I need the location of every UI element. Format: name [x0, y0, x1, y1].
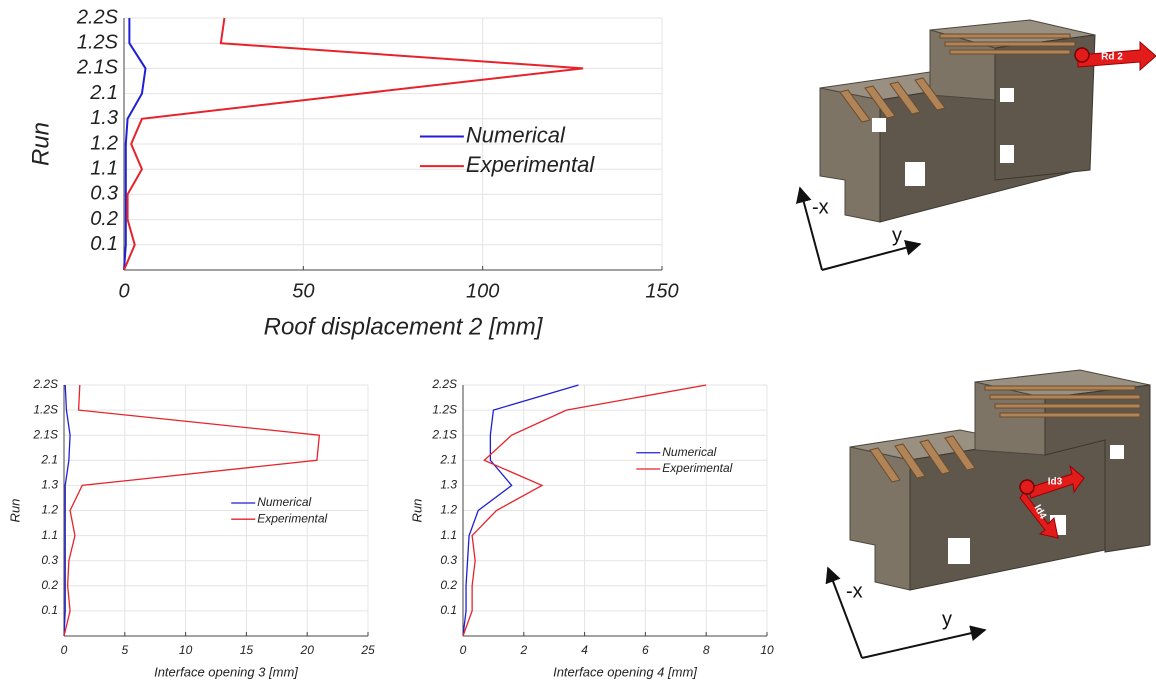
- arrow-label: Id3: [1048, 477, 1063, 488]
- y-tick-label: 0.2: [90, 208, 118, 230]
- legend-label: Numerical: [257, 495, 311, 509]
- x-axis-label: Interface opening 4 [mm]: [553, 665, 697, 680]
- x-tick-label: 20: [300, 643, 315, 657]
- legend-label: Numerical: [662, 445, 716, 459]
- y-tick-label: 1.2S: [33, 402, 58, 416]
- building-model: Id3 Id4 -x y: [828, 370, 1150, 658]
- y-tick-label: 0.3: [440, 553, 457, 567]
- line-chart: 0.1 0.2 0.3 1.1 1.2 1.3 2.1 2.1S 1.2S 2.2S 0 2 4 6 8 10…: [409, 377, 774, 679]
- x-tick-label: 25: [360, 643, 375, 657]
- y-tick-label: 0.2: [440, 578, 457, 592]
- x-tick-label: 2: [519, 643, 527, 657]
- y-tick-label: 1.3: [41, 478, 58, 492]
- x-tick-label: 50: [292, 280, 314, 302]
- x-tick-label: 15: [240, 643, 254, 657]
- axis-label: -x: [846, 580, 863, 602]
- y-tick-label: 0.3: [90, 183, 118, 205]
- x-tick-label: 0: [460, 643, 467, 657]
- y-tick-label: 0.2: [41, 578, 58, 592]
- y-tick-label: 0.1: [41, 603, 58, 617]
- y-tick-label: 2.1: [89, 82, 118, 104]
- x-axis-label: Roof displacement 2 [mm]: [264, 313, 544, 340]
- y-axis-label: Run: [27, 122, 54, 166]
- y-tick-label: 2.2S: [32, 377, 58, 391]
- axis-label: y: [942, 608, 952, 630]
- x-axis-label: Interface opening 3 [mm]: [154, 665, 298, 680]
- y-tick-label: 2.1S: [431, 427, 457, 441]
- legend-label: Experimental: [257, 511, 327, 525]
- y-tick-label: 1.1: [90, 157, 118, 179]
- y-axis-label: Run: [409, 499, 424, 523]
- y-tick-label: 1.2S: [432, 402, 457, 416]
- y-tick-label: 1.1: [440, 528, 457, 542]
- x-tick-label: 0: [118, 280, 129, 302]
- line-chart: 0.1 0.2 0.3 1.1 1.2 1.3 2.1 2.1S 1.2S 2.2S 0 50 100 1…: [27, 6, 678, 340]
- x-tick-label: 8: [703, 643, 710, 657]
- y-tick-label: 1.3: [440, 478, 457, 492]
- building-model: Rd 2 -x y: [800, 20, 1156, 270]
- y-tick-label: 0.1: [440, 603, 457, 617]
- x-tick-label: 0: [61, 643, 68, 657]
- axis-label: y: [892, 224, 902, 246]
- y-tick-label: 1.3: [90, 107, 118, 129]
- legend-label: Numerical: [466, 122, 566, 147]
- y-tick-label: 2.2S: [431, 377, 457, 391]
- y-tick-label: 2.2S: [76, 6, 119, 28]
- y-tick-label: 1.2: [41, 503, 58, 517]
- y-tick-label: 1.2: [90, 132, 118, 154]
- x-tick-label: 4: [581, 643, 588, 657]
- legend-label: Experimental: [662, 461, 732, 475]
- y-tick-label: 1.1: [41, 528, 58, 542]
- arrow-label: Rd 2: [1101, 52, 1123, 63]
- x-tick-label: 10: [179, 643, 193, 657]
- axis-label: -x: [812, 196, 829, 218]
- y-tick-label: 0.1: [90, 233, 118, 255]
- figure: Rd 2 -x y Id3 Id4 -x y 0.1 0.2 0.3 1.1 1.2 1.…: [0, 0, 1156, 682]
- x-tick-label: 5: [121, 643, 128, 657]
- y-tick-label: 1.2: [440, 503, 457, 517]
- x-tick-label: 100: [466, 280, 499, 302]
- y-tick-label: 2.1: [40, 452, 58, 466]
- y-tick-label: 2.1S: [76, 57, 119, 79]
- x-tick-label: 10: [760, 643, 774, 657]
- y-tick-label: 1.2S: [77, 31, 119, 53]
- y-axis-label: Run: [7, 499, 22, 523]
- y-tick-label: 2.1: [439, 452, 457, 466]
- legend-label: Experimental: [466, 152, 596, 177]
- line-chart: 0.1 0.2 0.3 1.1 1.2 1.3 2.1 2.1S 1.2S 2.2S 0 5 10 15 2…: [7, 377, 375, 679]
- y-tick-label: 0.3: [41, 553, 58, 567]
- x-tick-label: 6: [642, 643, 649, 657]
- x-tick-label: 150: [645, 280, 678, 302]
- y-tick-label: 2.1S: [32, 427, 58, 441]
